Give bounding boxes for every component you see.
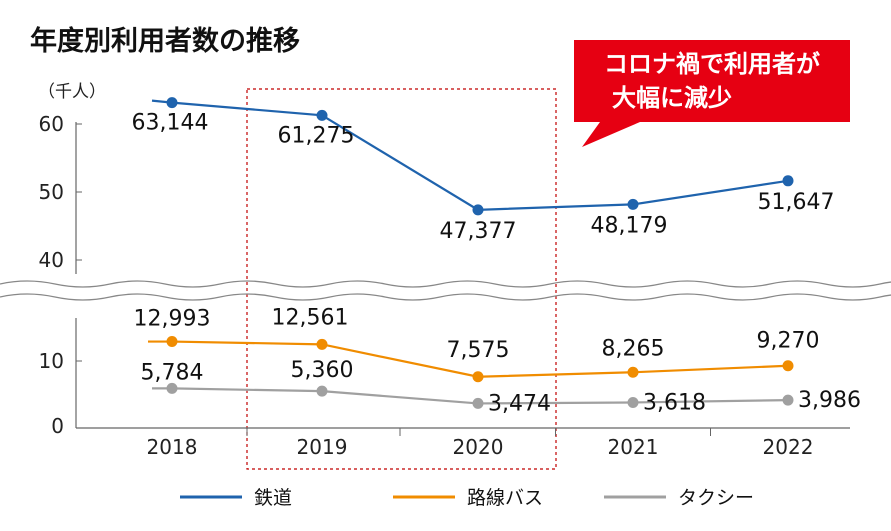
legend-label: 鉄道	[254, 487, 292, 509]
annotation-callout: コロナ禍で利用者が 大幅に減少	[574, 40, 850, 147]
series-鉄道: 63,144 61,275 47,377 48,179 51,647	[132, 97, 835, 244]
y-axis-unit: （千人）	[38, 82, 106, 102]
axis-break	[0, 280, 891, 301]
data-label-2018: 63,144	[132, 111, 209, 136]
legend-label: タクシー	[678, 487, 754, 509]
legend-item-タクシー: タクシー	[604, 487, 754, 509]
data-label-2020: 47,377	[440, 219, 517, 244]
x-tick-label-2018: 2018	[147, 435, 198, 459]
y-tick-label-10: 10	[39, 349, 64, 373]
x-tick-label-2021: 2021	[608, 435, 659, 459]
y-axis-upper: 60 50 40	[39, 112, 82, 274]
series-路線バス: 12,993 12,561 7,575 8,265 9,270	[134, 305, 820, 383]
legend-item-路線バス: 路線バス	[393, 487, 543, 509]
highlight-box-2019	[246, 88, 557, 470]
callout-text-line1: コロナ禍で利用者が	[604, 50, 820, 78]
data-label-2022: 3,986	[798, 388, 861, 413]
y-tick-label-60: 60	[39, 112, 64, 136]
data-label-2019: 5,360	[291, 358, 354, 383]
data-point-2019	[316, 109, 328, 121]
data-label-2019: 61,275	[278, 123, 355, 148]
data-point-2021	[627, 396, 639, 408]
data-label-2021: 48,179	[591, 213, 668, 238]
data-label-2021: 8,265	[602, 336, 665, 361]
data-label-2022: 9,270	[757, 329, 820, 354]
chart-title: 年度別利用者数の推移	[30, 25, 300, 57]
data-label-2020: 3,474	[488, 391, 551, 416]
data-point-2022	[782, 394, 794, 406]
y-axis-lower: 10 0	[39, 318, 82, 438]
data-point-2021	[627, 198, 639, 210]
data-label-2021: 3,618	[643, 390, 706, 415]
data-point-2021	[627, 366, 639, 378]
x-tick-label-2020: 2020	[453, 435, 504, 459]
x-tick-label-2019: 2019	[297, 435, 348, 459]
legend-label: 路線バス	[467, 487, 543, 509]
data-point-2022	[782, 175, 794, 187]
y-tick-label-40: 40	[39, 248, 64, 272]
callout-text-line2: 大幅に減少	[612, 84, 732, 112]
data-label-2019: 12,561	[272, 305, 349, 330]
data-label-2022: 51,647	[758, 190, 835, 215]
data-point-2020	[472, 204, 484, 216]
data-point-2022	[782, 360, 794, 372]
data-point-2020	[472, 397, 484, 409]
data-point-2018	[166, 382, 178, 394]
data-label-2020: 7,575	[447, 338, 510, 363]
data-point-2019	[316, 338, 328, 350]
series-タクシー: 5,784 5,360 3,474 3,618 3,986	[141, 358, 861, 416]
y-tick-label-50: 50	[39, 180, 64, 204]
data-point-2020	[472, 371, 484, 383]
legend-item-鉄道: 鉄道	[180, 487, 292, 509]
data-point-2019	[316, 385, 328, 397]
data-point-2018	[166, 97, 178, 109]
x-tick-label-2022: 2022	[763, 435, 814, 459]
data-label-2018: 12,993	[134, 307, 211, 332]
data-point-2018	[166, 336, 178, 348]
callout-bubble	[574, 40, 850, 147]
data-label-2018: 5,784	[141, 360, 204, 385]
y-tick-label-0: 0	[51, 414, 64, 438]
